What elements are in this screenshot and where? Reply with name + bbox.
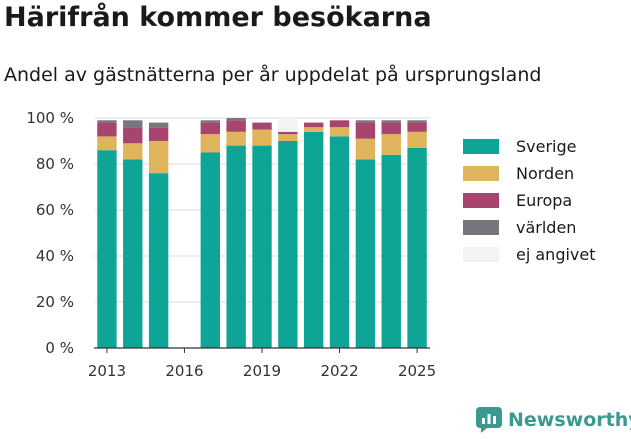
bar-segment (123, 120, 143, 128)
legend-swatch (463, 166, 499, 181)
y-tick-label: 20 % (36, 293, 74, 311)
bar-segment (97, 150, 117, 348)
bar-segment (407, 147, 427, 348)
newsworthy-logo-icon (476, 407, 502, 433)
legend-swatch (463, 193, 499, 208)
x-tick-label: 2025 (398, 362, 436, 380)
y-tick-label: 100 % (26, 109, 74, 127)
legend-swatch (463, 247, 499, 262)
bar-segment (123, 159, 143, 348)
bar-segment (278, 118, 298, 132)
bar-segment (407, 131, 427, 148)
x-tick-label: 2022 (320, 362, 358, 380)
bar-segment (329, 136, 350, 348)
bar-segment (355, 138, 376, 160)
bar-segment (407, 120, 427, 123)
bar-segment (97, 120, 117, 123)
bar-segment (278, 134, 298, 141)
bar-segment (200, 122, 220, 135)
bar-segment (329, 120, 350, 128)
bar-segment (355, 159, 376, 348)
bar-segment (148, 122, 169, 128)
legend-label: ej angivet (516, 245, 596, 264)
legend-label: Sverige (516, 137, 577, 156)
bar-segment (123, 143, 143, 160)
x-tick-label: 2013 (88, 362, 126, 380)
bar-segment (252, 129, 272, 146)
bar-segment (200, 120, 220, 123)
bar-segment (97, 136, 117, 151)
x-tick-label: 2016 (165, 362, 203, 380)
bar-segment (278, 131, 298, 135)
bars (97, 118, 427, 348)
bar-segment (226, 118, 246, 121)
legend-swatch (463, 139, 499, 154)
bar-segment (381, 120, 401, 123)
stacked-bar-chart: 0 % 20 % 40 % 60 % 80 % 100 % 2013 2016 2019 2022… (26, 109, 596, 380)
chart-title: Härifrån kommer besökarna (4, 2, 432, 33)
legend-label: Norden (516, 164, 574, 183)
bar-segment (381, 154, 401, 348)
bar-segment (123, 127, 143, 144)
y-tick-label: 40 % (36, 247, 74, 265)
bar-segment (226, 145, 246, 348)
brand-logo: Newsworthy (476, 407, 631, 433)
bar-segment (355, 120, 376, 123)
bar-segment (278, 141, 298, 348)
y-tick-label: 80 % (36, 155, 74, 173)
bar-segment (200, 152, 220, 348)
bar-segment (407, 122, 427, 132)
chart-subtitle: Andel av gästnätterna per år uppdelat på… (4, 64, 542, 86)
y-tick-label: 60 % (36, 201, 74, 219)
legend: Sverige Norden Europa världen ej angivet (463, 137, 596, 264)
x-tick-label: 2019 (243, 362, 281, 380)
bar-segment (252, 145, 272, 348)
bar-segment (226, 120, 246, 132)
legend-label: Europa (516, 191, 572, 210)
bar-segment (381, 122, 401, 135)
bar-segment (148, 173, 169, 348)
bar-segment (304, 122, 324, 128)
bar-segment (226, 131, 246, 146)
bar-segment (97, 122, 117, 137)
bar-segment (304, 127, 324, 132)
brand-name: Newsworthy (508, 409, 631, 431)
axes: 0 % 20 % 40 % 60 % 80 % 100 % 2013 2016 2019 2022… (26, 109, 436, 380)
legend-swatch (463, 220, 499, 235)
legend-label: världen (516, 218, 576, 237)
bar-segment (355, 122, 376, 139)
bar-segment (252, 122, 272, 130)
bar-segment (148, 127, 169, 141)
bar-segment (329, 127, 350, 137)
bar-segment (381, 134, 401, 155)
bar-segment (148, 141, 169, 174)
y-tick-label: 0 % (45, 339, 74, 357)
bar-segment (304, 131, 324, 348)
bar-segment (200, 134, 220, 153)
